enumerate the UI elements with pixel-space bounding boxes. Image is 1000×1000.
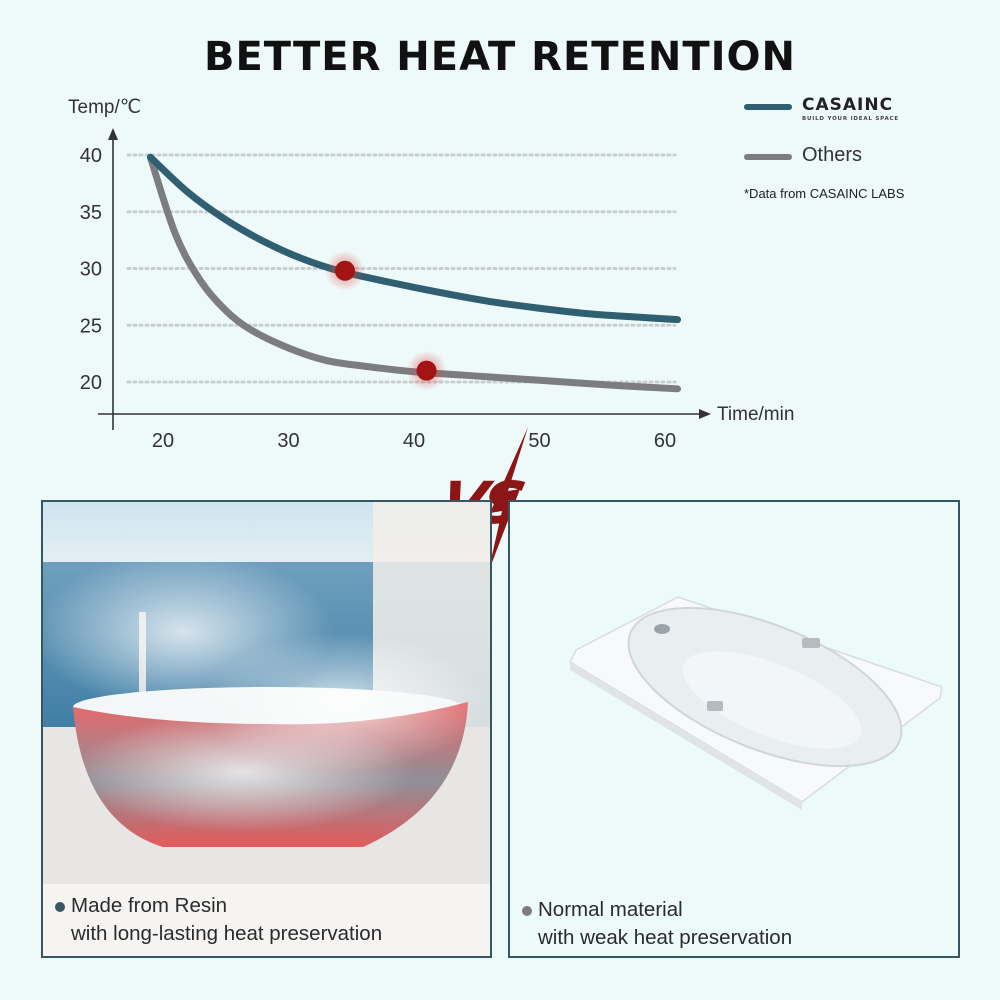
highlight-marker (406, 350, 447, 391)
x-axis-title: Time/min (717, 404, 794, 425)
x-tick-label: 60 (654, 430, 676, 452)
normal-caption: Normal material with weak heat preservat… (522, 896, 793, 952)
chart-legend: CASAINC BUILD YOUR IDEAL SPACE Others (744, 92, 984, 192)
x-tick-label: 20 (152, 430, 174, 452)
series-line-casainc (146, 153, 682, 324)
x-tick-label: 40 (403, 430, 425, 452)
caption-line-1: Normal material (538, 898, 683, 921)
bathtub-deck-edge (570, 662, 802, 810)
handle-icon (802, 638, 820, 648)
caption-backdrop (43, 884, 490, 956)
caption-bullet (55, 902, 65, 912)
x-axis-arrow (699, 409, 711, 419)
normal-bathtub-photo (569, 596, 943, 810)
series-line-others (146, 153, 682, 393)
caption-line-2: with weak heat preservation (538, 926, 793, 949)
steam-cloud (73, 712, 413, 832)
legend-swatch-others (744, 154, 792, 160)
casainc-logo: CASAINC BUILD YOUR IDEAL SPACE (802, 96, 899, 122)
series-lines (146, 153, 682, 393)
y-tick-label: 25 (80, 315, 102, 337)
x-tick-labels: 20 30 40 50 60 (152, 430, 676, 452)
heat-retention-chart: Temp/℃ Time/min 40 35 30 25 20 20 30 40 50 60 (68, 97, 794, 452)
y-tick-label: 35 (80, 202, 102, 224)
grid-lines (126, 153, 677, 384)
caption-line-1: Made from Resin (71, 894, 228, 917)
logo-tagline: BUILD YOUR IDEAL SPACE (802, 116, 899, 122)
marker-dot (416, 360, 437, 381)
resin-caption: Made from Resin with long-lasting heat p… (55, 892, 383, 948)
y-tick-label: 20 (80, 372, 102, 394)
highlight-markers (324, 250, 447, 391)
legend-swatch-casainc (744, 104, 792, 110)
caption-line-2: with long-lasting heat preservation (71, 922, 383, 945)
x-tick-label: 50 (528, 430, 550, 452)
resin-bathtub-panel: Made from Resin with long-lasting heat p… (41, 500, 492, 958)
resin-bathtub-photo (43, 502, 490, 956)
highlight-marker (324, 250, 365, 291)
drain-icon (654, 624, 670, 634)
x-tick-label: 30 (277, 430, 299, 452)
legend-item-casainc: CASAINC BUILD YOUR IDEAL SPACE (744, 92, 984, 122)
legend-item-others: Others (744, 142, 984, 170)
handle-icon (707, 701, 723, 711)
normal-bathtub-panel: Normal material with weak heat preservat… (508, 500, 960, 958)
source-note: *Data from CASAINC LABS (744, 186, 905, 201)
y-axis-arrow (108, 128, 118, 140)
y-tick-labels: 40 35 30 25 20 (80, 145, 102, 394)
chart-title: BETTER HEAT RETENTION (203, 34, 797, 80)
legend-label-others: Others (802, 144, 863, 166)
bathtub-floor (682, 651, 862, 749)
logo-wordmark: CASAINC (802, 95, 894, 115)
y-tick-label: 40 (80, 145, 102, 167)
y-axis-title: Temp/℃ (68, 97, 141, 118)
caption-bullet (522, 906, 532, 916)
y-tick-label: 30 (80, 259, 102, 281)
marker-dot (334, 260, 355, 281)
